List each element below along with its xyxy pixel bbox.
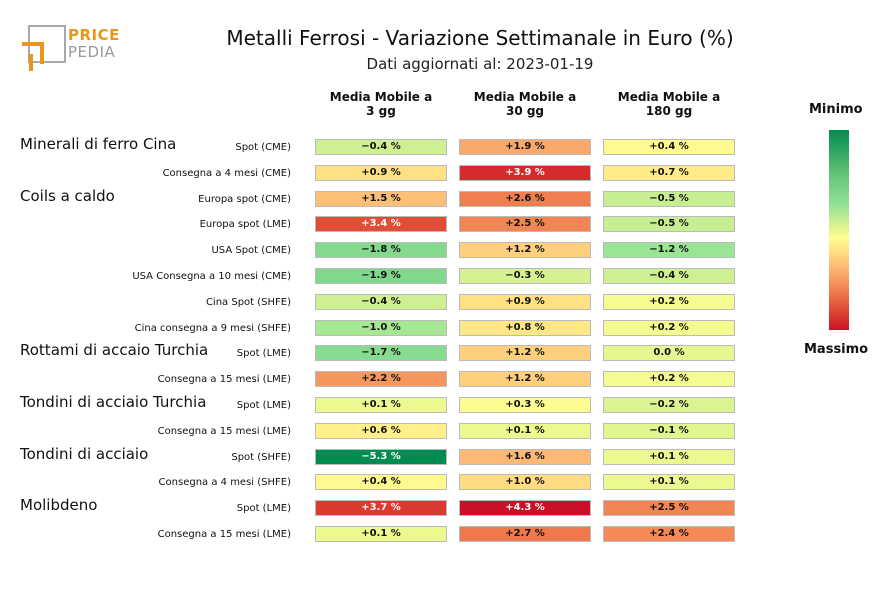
heatmap-cell: +0.1 % [315,526,447,542]
heatmap-cell: +0.7 % [603,164,735,181]
heatmap-cell: +2.5 % [459,216,591,233]
heatmap-cell: −0.2 % [603,397,735,413]
colorbar [829,130,849,330]
heatmap-cell: −0.1 % [603,422,735,439]
heatmap-cell: +0.1 % [315,397,447,413]
heatmap-cell: +2.7 % [459,526,591,542]
row-label: Consegna a 4 mesi (SHFE) [158,477,291,489]
row-label: Europa spot (LME) [199,219,291,231]
legend-max-label: Massimo [804,342,869,357]
row-label: Spot (LME) [236,400,291,411]
heatmap-cell: +4.3 % [459,500,591,517]
group-label: Tondini di acciaio Turchia [20,393,207,411]
heatmap-cell: +1.6 % [459,448,591,465]
chart-subtitle: Dati aggiornati al: 2023-01-19 [366,55,594,73]
heatmap-cell: +2.2 % [315,371,447,388]
column-header: Media Mobile a 180 gg [617,90,721,118]
heatmap-cell: +0.9 % [459,293,591,310]
heatmap-cell: +1.5 % [315,190,447,207]
chart-title: Metalli Ferrosi - Variazione Settimanale… [226,26,734,50]
heatmap-cell: +0.9 % [315,164,447,181]
heatmap-cell: +0.2 % [603,371,735,388]
heatmap-cell: −5.3 % [315,448,447,465]
heatmap-cell: +0.8 % [459,319,591,336]
row-label: Europa spot (CME) [198,193,291,205]
row-label: Spot (LME) [236,348,291,360]
heatmap-cell: −0.4 % [315,139,447,155]
heatmap-cell: +3.7 % [315,500,447,517]
heatmap-cell: +2.4 % [603,526,735,542]
legend-min-label: Minimo [809,102,863,117]
heatmap-cell: −1.9 % [315,268,447,284]
logo-mark-icon [22,25,66,71]
group-label: Coils a caldo [20,186,115,205]
heatmap-cell: +0.1 % [603,474,735,491]
heatmap-cell: −1.7 % [315,345,447,362]
row-label: USA Spot (CME) [211,245,291,257]
row-label: Consegna a 15 mesi (LME) [157,529,291,540]
row-label: Spot (SHFE) [231,451,291,463]
heatmap-cell: +3.4 % [315,216,447,233]
heatmap-cell: −1.0 % [315,319,447,336]
heatmap-cell: +0.3 % [459,397,591,413]
heatmap-cell: +2.6 % [459,190,591,207]
row-label: Cina Spot (SHFE) [205,296,291,308]
row-label: Consegna a 15 mesi (LME) [157,374,291,386]
heatmap-cell: −1.8 % [315,242,447,259]
row-label: Cina consegna a 9 mesi (SHFE) [134,322,291,334]
row-label: Spot (LME) [236,503,291,515]
heatmap-cell: +1.0 % [459,474,591,491]
heatmap-cell: −0.4 % [603,268,735,284]
heatmap-cell: +0.2 % [603,293,735,310]
heatmap-cell: +0.4 % [315,474,447,491]
heatmap-cell: +0.1 % [603,448,735,465]
heatmap-cell: +0.4 % [603,139,735,155]
heatmap-cell: +0.2 % [603,319,735,336]
column-header: Media Mobile a 30 gg [473,90,577,118]
logo-text-price: PRICE [68,26,120,44]
heatmap-cell: −0.5 % [603,216,735,233]
heatmap-cell: −0.4 % [315,293,447,310]
logo-text-pedia: PEDIA [68,43,116,61]
group-label: Molibdeno [20,496,98,515]
heatmap-cell: +1.2 % [459,242,591,259]
heatmap-cell: +2.5 % [603,500,735,517]
heatmap-cell: +1.2 % [459,345,591,362]
heatmap-cell: −0.5 % [603,190,735,207]
heatmap-cell: −0.3 % [459,268,591,284]
group-label: Rottami di accaio Turchia [20,341,209,360]
row-label: USA Consegna a 10 mesi (CME) [132,271,291,282]
heatmap-cell: +0.1 % [459,422,591,439]
heatmap-cell: +1.9 % [459,139,591,155]
heatmap-cell: −1.2 % [603,242,735,259]
group-label: Minerali di ferro Cina [20,135,177,153]
pricepedia-logo: PRICE PEDIA [20,24,130,74]
row-label: Consegna a 15 mesi (LME) [157,425,291,437]
heatmap-cell: +3.9 % [459,164,591,181]
heatmap-cell: 0.0 % [603,345,735,362]
heatmap-cell: +1.2 % [459,371,591,388]
heatmap-cell: +0.6 % [315,422,447,439]
row-label: Consegna a 4 mesi (CME) [162,167,291,179]
row-label: Spot (CME) [235,142,291,153]
group-label: Tondini di acciaio [20,444,149,463]
